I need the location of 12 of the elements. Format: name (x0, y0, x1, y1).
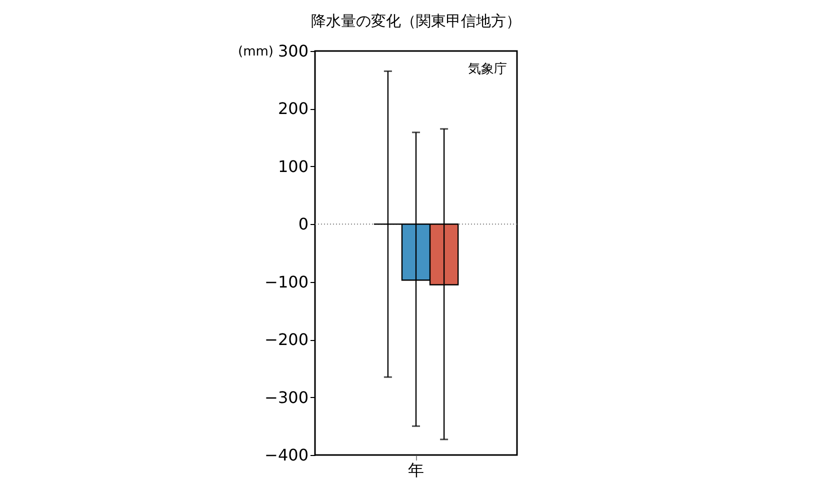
chart-title: 降水量の変化（関東甲信地方） (311, 12, 521, 30)
y-tick-label: 200 (278, 99, 308, 118)
y-tick-label: −400 (264, 446, 308, 464)
y-tick-label: 300 (278, 42, 308, 60)
annotation: 気象庁 (468, 61, 507, 77)
y-tick-label: 0 (298, 214, 308, 234)
y-tick-label: −100 (264, 272, 308, 292)
y-tick-label: 100 (278, 156, 308, 176)
y-tick-label: −200 (264, 330, 308, 350)
y-axis-title: (mm) (238, 44, 274, 60)
x-tick-label: 年 (408, 460, 424, 480)
y-tick-label: −300 (264, 388, 308, 407)
